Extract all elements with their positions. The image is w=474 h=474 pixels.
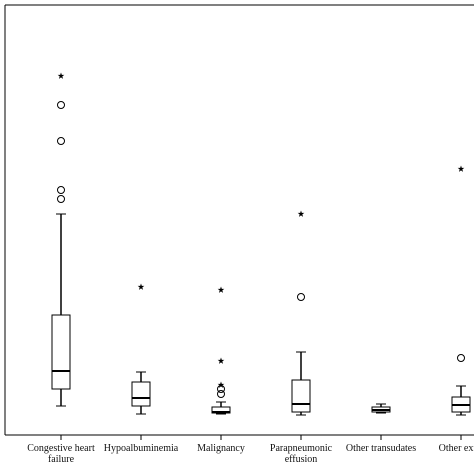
outlier <box>217 385 225 393</box>
extreme <box>217 381 225 388</box>
outlier <box>57 101 65 109</box>
outlier <box>457 354 465 362</box>
outlier <box>57 137 65 145</box>
outlier <box>57 195 65 203</box>
x-tick-label: Congestive heart failure <box>27 443 95 465</box>
outlier <box>57 186 65 194</box>
x-tick-label: Parapneumonic effusion <box>269 443 333 465</box>
box <box>291 379 311 413</box>
box <box>51 314 71 390</box>
x-tick-label: Other transudates <box>345 443 417 454</box>
outlier <box>217 390 225 398</box>
outlier <box>297 293 305 301</box>
x-tick-label: Malignancy <box>197 443 245 454</box>
extreme <box>217 357 225 364</box>
box <box>131 381 151 407</box>
x-tick-label: Other exud <box>438 443 474 454</box>
extreme <box>57 72 65 79</box>
extreme <box>137 283 145 290</box>
extreme <box>217 286 225 293</box>
extreme <box>457 165 465 172</box>
x-tick-label: Hypoalbuminemia <box>103 443 179 454</box>
extreme <box>297 210 305 217</box>
